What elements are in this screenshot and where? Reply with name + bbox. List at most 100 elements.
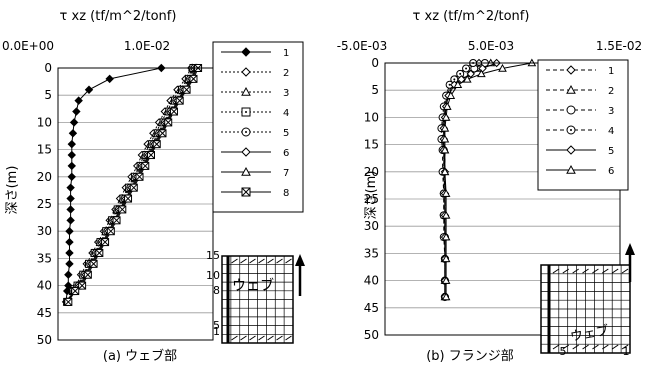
- legend-label: 5: [283, 128, 289, 139]
- legend-entry: 2: [221, 67, 289, 79]
- data-point: [84, 85, 94, 94]
- hatch-mark: [562, 268, 570, 274]
- y-tick-labels: 0 5 10 15 20 25 30 35 40 45 50: [37, 61, 52, 347]
- legend-box: [537, 59, 629, 191]
- legend-label: 4: [283, 108, 289, 119]
- legend-marker: [241, 107, 251, 117]
- data-point: [65, 237, 74, 247]
- data-point: [147, 151, 155, 160]
- data-point: [466, 69, 475, 79]
- inset-label: 1: [213, 325, 220, 338]
- data-point: [64, 297, 73, 306]
- data-point: [66, 194, 75, 203]
- data-point: [65, 226, 74, 236]
- data-point: [112, 216, 121, 225]
- y-axis-title: 深さ(m): [364, 171, 379, 220]
- direction-arrowhead: [295, 254, 305, 266]
- y-tick-label: 30: [364, 219, 379, 233]
- inset-text: ウェブ: [569, 322, 610, 345]
- hatch-mark: [276, 258, 283, 264]
- y-tick-label: 15: [37, 143, 52, 157]
- legend-label: 5: [608, 146, 614, 157]
- data-point: [89, 259, 98, 268]
- data-point: [441, 276, 451, 284]
- data-point: [441, 292, 451, 301]
- data-point: [169, 107, 178, 116]
- data-point: [440, 145, 450, 154]
- y-tick-label: 45: [37, 306, 52, 320]
- legend-label: 4: [608, 126, 614, 137]
- data-point: [65, 259, 74, 269]
- data-point: [441, 112, 451, 121]
- hatch-mark: [258, 335, 265, 341]
- data-point: [189, 74, 198, 83]
- hatch-mark: [602, 344, 609, 350]
- legend-label: 3: [283, 88, 289, 99]
- data-point: [69, 118, 79, 127]
- inset-label: 10: [206, 269, 220, 282]
- y-tick-label: 20: [37, 170, 52, 184]
- legend-marker: [241, 187, 251, 197]
- data-point: [105, 74, 114, 84]
- legend-box: [212, 41, 304, 213]
- panel-caption: (a) ウェブ部: [103, 348, 177, 364]
- legend-entry: 5: [546, 145, 614, 157]
- y-tick-label: 35: [37, 251, 52, 265]
- data-point: [462, 64, 471, 73]
- hatch-mark: [572, 268, 579, 274]
- x-tick-label: 0.0E+00: [2, 39, 54, 53]
- legend-marker: [566, 105, 576, 115]
- legend-entry: 4: [221, 107, 289, 119]
- legend-entry: 1: [546, 65, 614, 77]
- series-6: [440, 58, 537, 301]
- legend-marker: [566, 84, 576, 94]
- data-point: [71, 287, 80, 296]
- data-point: [65, 248, 74, 258]
- hatch-mark: [602, 268, 609, 274]
- plot-series: [437, 58, 537, 302]
- hatch-mark: [267, 335, 274, 341]
- hatch-mark: [611, 268, 619, 274]
- legend-label: 6: [283, 148, 289, 159]
- data-point: [135, 172, 144, 181]
- legend-entry: 1: [221, 47, 289, 59]
- series-8: [64, 64, 203, 306]
- legend-marker: [566, 65, 576, 75]
- data-point: [72, 107, 81, 116]
- y-tick-label: 20: [364, 165, 379, 179]
- data-point: [440, 134, 450, 143]
- legend-marker: [241, 47, 251, 57]
- legend-marker: [241, 67, 251, 77]
- inset-label: 5: [560, 345, 567, 358]
- inset-label: 1: [623, 345, 630, 358]
- data-point: [67, 161, 76, 171]
- data-point: [442, 101, 452, 110]
- legend-label: 7: [283, 168, 289, 179]
- series-1: [61, 63, 166, 307]
- data-point: [175, 96, 184, 105]
- legend-entry: 8: [221, 187, 289, 199]
- legend-entry: 7: [221, 166, 289, 179]
- data-point: [64, 270, 73, 279]
- legend-marker: [566, 145, 576, 155]
- hatch-mark: [231, 335, 238, 341]
- data-point: [78, 281, 87, 290]
- legend-label: 2: [608, 86, 614, 97]
- hatch-mark: [552, 344, 560, 350]
- y-tick-labels: 0 5 10 15 20 25 30 35 40 45 50: [364, 56, 379, 342]
- hatch-mark: [240, 258, 247, 264]
- data-point: [440, 123, 450, 132]
- data-point: [66, 205, 75, 214]
- data-point: [440, 167, 450, 176]
- y-axis-title: 深さ(m): [5, 166, 20, 215]
- x-axis-title: τ xz (tf/m^2/tonf): [413, 9, 530, 24]
- inset-label: 5: [213, 319, 220, 332]
- legend-marker: [241, 147, 251, 157]
- x-tick-label: 1.0E-02: [124, 39, 170, 53]
- legend-entry: 3: [546, 105, 614, 117]
- data-point: [66, 216, 75, 225]
- y-tick-label: 25: [37, 197, 52, 211]
- data-point: [67, 139, 76, 149]
- legend-label: 8: [283, 188, 289, 199]
